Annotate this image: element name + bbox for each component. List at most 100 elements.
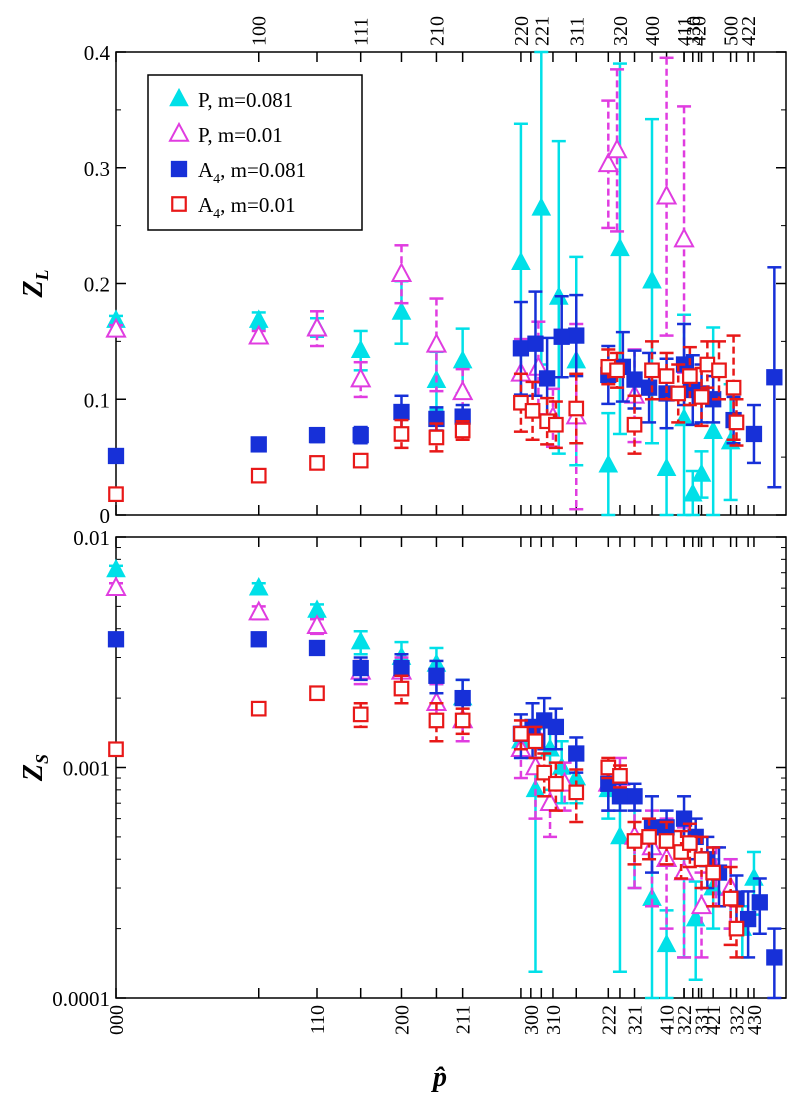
error-bar: [537, 752, 552, 798]
data-point: [670, 385, 687, 402]
error-bar: [642, 817, 657, 861]
data-point: [106, 558, 126, 578]
y-tick-label: 0.3: [84, 157, 110, 181]
data-point: [308, 426, 326, 444]
plot-frame: [115, 536, 787, 999]
data-point: [454, 712, 471, 729]
data-point: [597, 152, 619, 173]
data-point: [428, 712, 445, 729]
x-tick-label-top: 400: [642, 16, 664, 46]
data-point: [725, 379, 742, 396]
series-3: [108, 674, 745, 959]
data-point: [108, 741, 124, 758]
data-point: [531, 197, 552, 216]
error-bar: [706, 846, 721, 908]
data-point: [642, 270, 662, 289]
data-point: [626, 788, 643, 805]
data-point: [626, 833, 643, 849]
data-point: [610, 825, 630, 845]
x-tick-label: 000: [106, 1005, 128, 1035]
data-point: [536, 764, 553, 781]
data-point: [728, 920, 745, 937]
data-point: [691, 463, 712, 482]
data-point: [568, 784, 585, 801]
data-point: [606, 138, 628, 159]
data-point: [766, 949, 783, 966]
data-point: [728, 414, 745, 431]
x-tick-label-top: 111: [351, 17, 373, 46]
data-point: [524, 402, 541, 419]
data-point: [248, 600, 270, 621]
data-point: [512, 340, 530, 357]
data-point: [250, 700, 267, 717]
y-tick-label: 0.001: [63, 757, 110, 781]
error-bar: [601, 99, 616, 230]
y-axis-label: ZS: [18, 754, 52, 782]
data-point: [511, 251, 531, 270]
data-point: [553, 328, 570, 345]
x-tick-label: 110: [307, 1005, 329, 1034]
x-tick-label-top: 330: [683, 16, 705, 46]
data-point: [568, 327, 585, 344]
data-point: [551, 756, 572, 775]
data-point: [513, 725, 529, 742]
data-point: [705, 864, 722, 881]
x-tick-label-top: 311: [566, 17, 588, 46]
data-point: [548, 775, 564, 792]
data-point: [451, 380, 474, 401]
data-point: [641, 829, 657, 845]
panel-top: 0 0.1 0.2 0.3 0.4 ZL: [18, 41, 787, 528]
data-point: [609, 362, 625, 379]
data-point: [568, 400, 585, 417]
data-point: [690, 894, 713, 915]
data-point: [425, 332, 448, 353]
data-point: [611, 788, 629, 805]
data-point: [527, 335, 544, 352]
series-1: [105, 575, 742, 959]
data-point: [658, 368, 675, 384]
data-point: [390, 262, 413, 283]
y-tick-label: 0.0001: [52, 987, 110, 1011]
x-tick-label: 200: [391, 1005, 413, 1035]
x-tick-label: 222: [598, 1005, 620, 1035]
legend-marker: [169, 87, 189, 107]
series-3: [108, 334, 745, 503]
data-point: [308, 639, 326, 657]
x-tick-label-top: 220: [511, 16, 533, 46]
x-axis-label: p̂: [431, 1062, 447, 1093]
series-2: [107, 631, 783, 1000]
x-tick-label-top: 221: [531, 16, 553, 46]
x-tick-label: 211: [453, 1005, 475, 1034]
data-point: [527, 733, 544, 750]
data-point: [685, 907, 706, 927]
data-point: [393, 426, 410, 442]
data-point: [352, 659, 369, 677]
data-point: [352, 452, 369, 469]
x-tick-label: 310: [543, 1005, 565, 1035]
series-2: [107, 266, 783, 489]
legend-marker: [171, 196, 187, 212]
data-point: [250, 631, 267, 648]
data-point: [350, 367, 372, 388]
data-point: [525, 778, 546, 798]
x-tick-label: 300: [521, 1005, 543, 1035]
data-point: [428, 429, 445, 446]
legend-label: P, m=0.081: [198, 88, 293, 112]
data-point: [682, 835, 698, 851]
error-bar: [429, 701, 444, 743]
x-tick-label-top: 422: [738, 16, 760, 46]
data-point: [655, 184, 678, 205]
data-point: [250, 436, 267, 453]
data-point: [454, 422, 471, 439]
data-point: [248, 324, 270, 345]
data-point: [250, 467, 267, 484]
data-point: [393, 680, 410, 697]
data-point: [248, 577, 269, 596]
legend-label: P, m=0.01: [198, 123, 283, 147]
data-point: [656, 457, 677, 477]
data-point: [626, 371, 643, 388]
y-tick-label: 0.4: [84, 41, 111, 65]
data-point: [428, 667, 445, 684]
data-point: [107, 447, 125, 465]
data-point: [600, 759, 617, 776]
